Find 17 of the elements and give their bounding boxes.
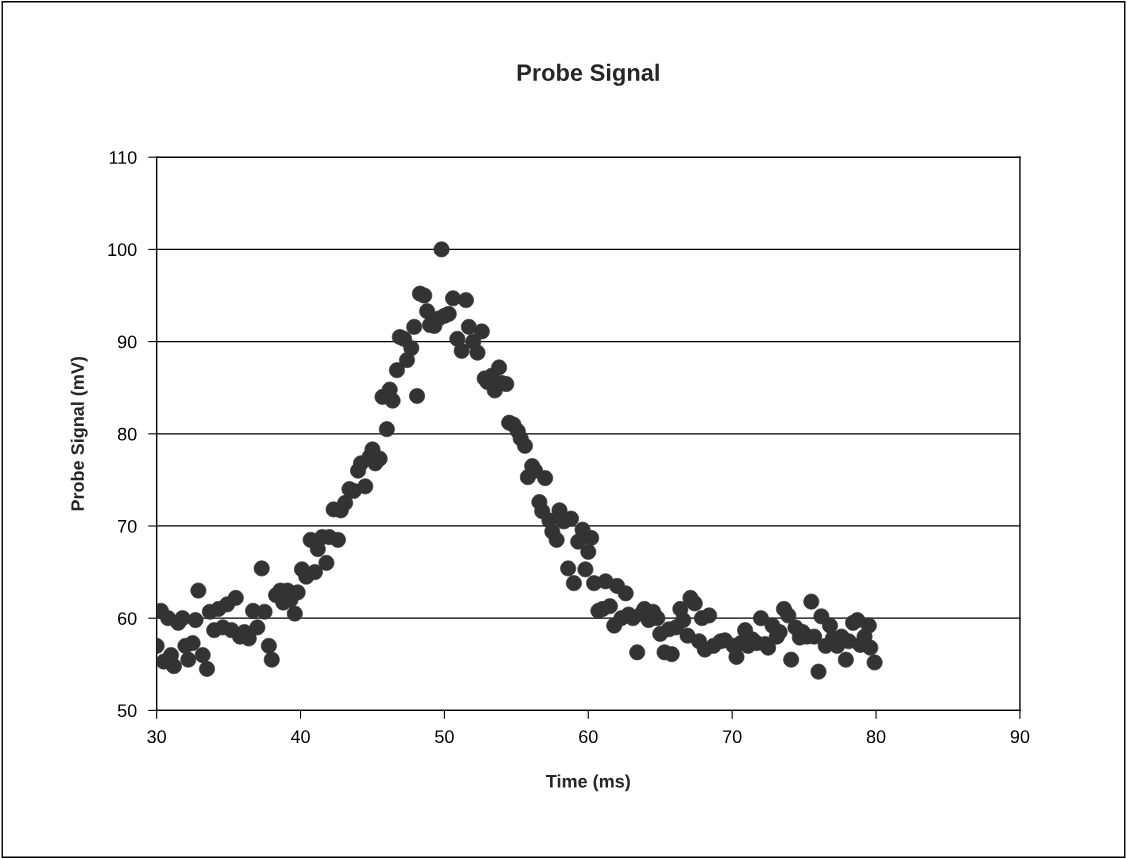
- x-tick-label: 40: [290, 730, 310, 744]
- x-axis-title: Time (ms): [546, 774, 630, 792]
- x-tick-label: 60: [579, 730, 598, 744]
- chart-title: Probe Signal: [517, 63, 659, 86]
- x-tick-label: 50: [435, 730, 454, 744]
- y-tick-label: 50: [117, 704, 137, 718]
- x-tick-label: 70: [723, 730, 742, 744]
- x-tick-label: 30: [147, 730, 166, 744]
- y-axis-title: Probe Signal (mV): [70, 356, 88, 511]
- x-tick-label: 80: [866, 730, 886, 744]
- y-tick-label: 90: [117, 335, 137, 349]
- x-tick-label: 90: [1010, 730, 1030, 744]
- y-tick-label: 110: [109, 151, 137, 164]
- y-tick-label: 100: [108, 243, 137, 257]
- y-tick-label: 60: [118, 612, 137, 625]
- y-tick-label: 70: [118, 519, 137, 533]
- y-tick-label: 80: [117, 427, 137, 441]
